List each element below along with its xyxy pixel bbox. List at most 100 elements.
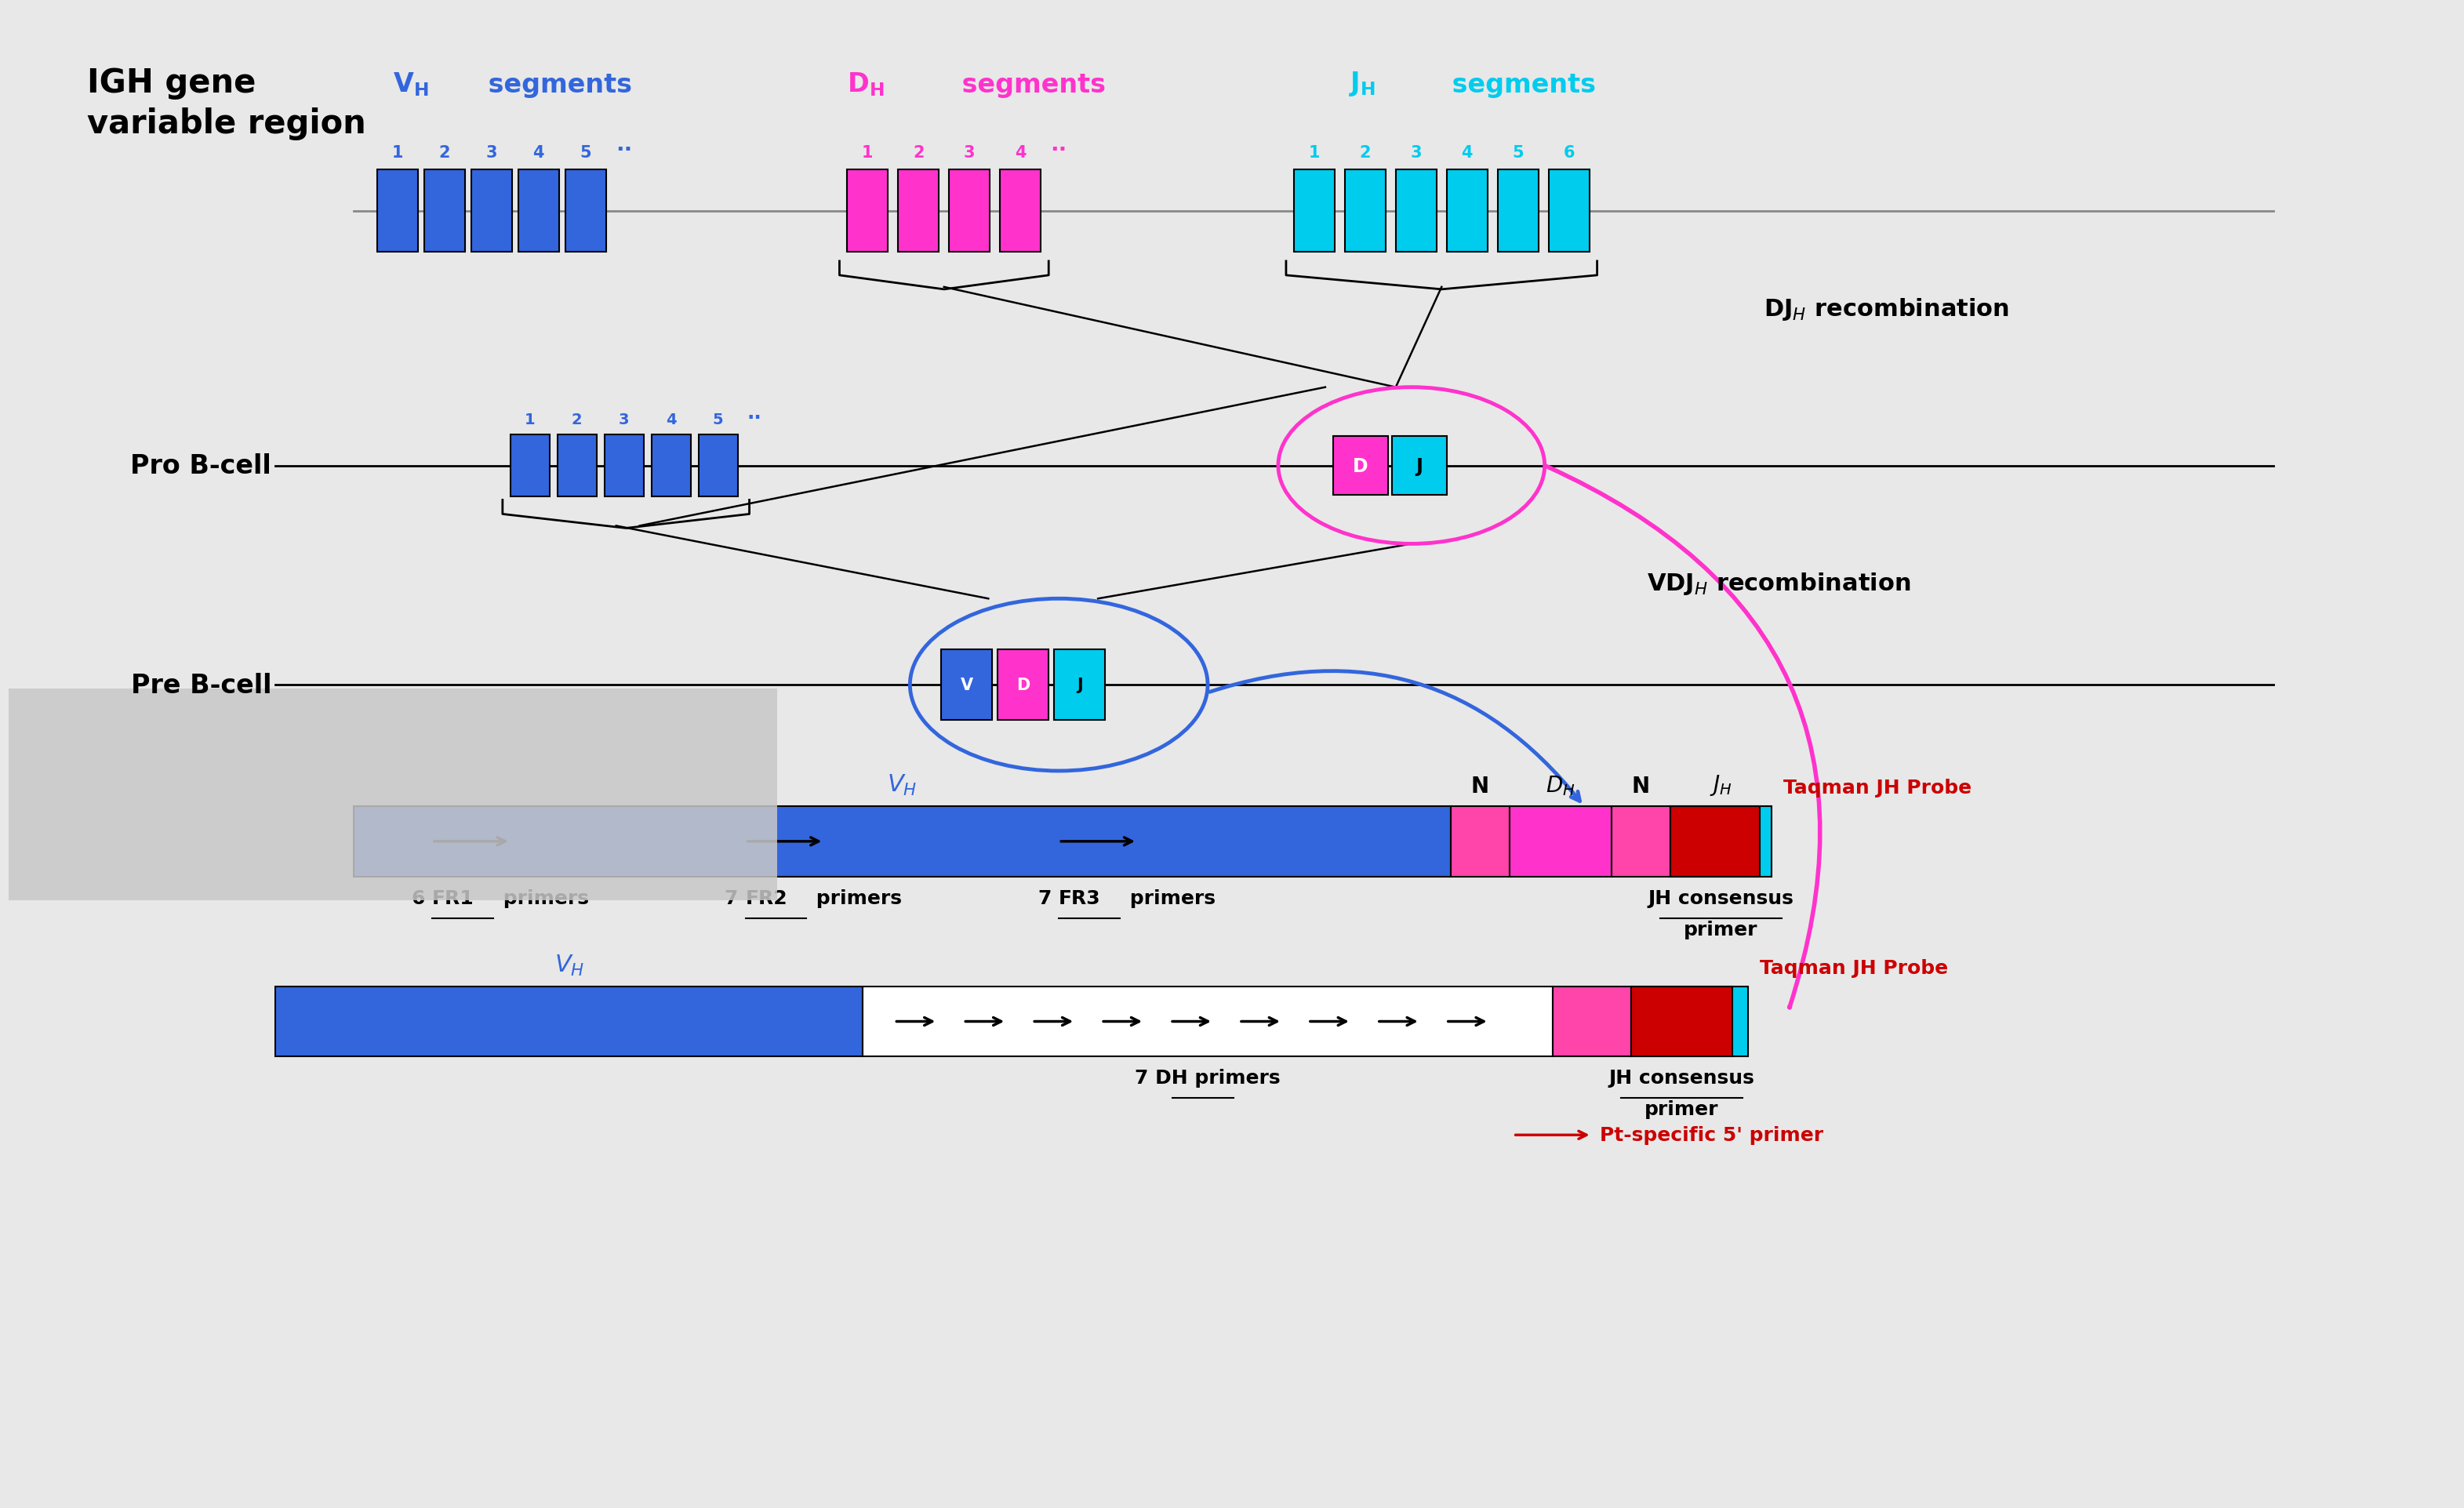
Text: 2: 2 [439, 145, 451, 161]
Text: $\mathbf{J_H}$: $\mathbf{J_H}$ [1348, 69, 1375, 98]
Text: N: N [1631, 775, 1651, 798]
Bar [1333, 436, 1387, 496]
Text: 2: 2 [572, 412, 582, 427]
Bar [377, 170, 419, 252]
Text: J: J [1077, 677, 1082, 694]
Text: $D_H$: $D_H$ [1545, 774, 1574, 798]
Bar [998, 650, 1050, 721]
Bar [1294, 170, 1335, 252]
Text: $V_H$: $V_H$ [554, 953, 584, 977]
Bar [941, 650, 993, 721]
Text: FR1: FR1 [431, 888, 473, 908]
Text: segments: segments [478, 72, 631, 98]
Text: DJ$_H$ recombination: DJ$_H$ recombination [1764, 297, 2008, 323]
Text: Pt-specific 5' primer: Pt-specific 5' primer [1599, 1126, 1823, 1145]
Bar [564, 170, 606, 252]
Text: primer: primer [1683, 920, 1757, 939]
Text: Pre B-cell: Pre B-cell [131, 673, 271, 698]
Bar [1446, 170, 1488, 252]
Text: 5: 5 [579, 145, 591, 161]
Text: 2: 2 [1360, 145, 1370, 161]
Bar [1631, 986, 1749, 1057]
Bar [1498, 170, 1538, 252]
Bar [510, 434, 549, 498]
Bar [557, 434, 596, 498]
Bar [1611, 807, 1671, 876]
Text: 1: 1 [392, 145, 404, 161]
Bar [848, 170, 887, 252]
Text: 7 DH primers: 7 DH primers [1136, 1069, 1281, 1087]
Text: 4: 4 [532, 145, 545, 161]
FancyArrowPatch shape [1547, 467, 1821, 1007]
Bar [1392, 436, 1446, 496]
Text: FR3: FR3 [1060, 888, 1101, 908]
Text: ··: ·· [1050, 139, 1067, 161]
Text: 7: 7 [724, 888, 747, 908]
Text: Taqman JH Probe: Taqman JH Probe [1759, 958, 1949, 977]
Bar [424, 170, 466, 252]
Text: 4: 4 [1015, 145, 1025, 161]
Text: 5: 5 [712, 412, 724, 427]
Text: V: V [961, 677, 973, 694]
Text: 4: 4 [665, 412, 675, 427]
Text: primer: primer [1643, 1099, 1720, 1119]
Bar [1631, 986, 1732, 1057]
Text: D: D [1353, 457, 1368, 475]
Text: D: D [1018, 677, 1030, 694]
Text: 4: 4 [1461, 145, 1473, 161]
Text: FR2: FR2 [747, 888, 788, 908]
Text: ··: ·· [747, 409, 761, 427]
Text: 1: 1 [1308, 145, 1321, 161]
Text: $\mathbf{D_H}$: $\mathbf{D_H}$ [848, 71, 885, 98]
Text: 5: 5 [1513, 145, 1523, 161]
Text: 3: 3 [963, 145, 976, 161]
Text: 1: 1 [862, 145, 872, 161]
Bar [355, 807, 1451, 876]
Text: primers: primers [1124, 888, 1215, 908]
Text: primers: primers [495, 888, 589, 908]
Bar [1395, 170, 1437, 252]
Text: ··: ·· [616, 139, 633, 161]
Text: 2: 2 [912, 145, 924, 161]
Bar [517, 170, 559, 252]
Bar [1345, 170, 1385, 252]
Bar [650, 434, 690, 498]
Bar [276, 986, 862, 1057]
Text: N: N [1471, 775, 1488, 798]
Text: segments: segments [1444, 72, 1597, 98]
Bar [604, 434, 643, 498]
Bar [1552, 986, 1631, 1057]
Text: primers: primers [811, 888, 902, 908]
Text: Taqman JH Probe: Taqman JH Probe [1784, 778, 1971, 798]
Text: 3: 3 [1409, 145, 1422, 161]
Text: Pro B-cell: Pro B-cell [131, 452, 271, 480]
Text: 6: 6 [411, 888, 431, 908]
Bar [949, 170, 991, 252]
Bar [697, 434, 737, 498]
Bar [1510, 807, 1611, 876]
Bar [1451, 807, 1510, 876]
Text: $J_H$: $J_H$ [1710, 772, 1732, 798]
Text: 3: 3 [485, 145, 498, 161]
Text: JH consensus: JH consensus [1609, 1069, 1754, 1087]
Bar [10, 689, 776, 900]
Text: 1: 1 [525, 412, 535, 427]
Bar [862, 986, 1552, 1057]
Text: 7: 7 [1037, 888, 1060, 908]
Bar [1671, 807, 1772, 876]
Bar [471, 170, 513, 252]
Text: 3: 3 [618, 412, 628, 427]
Text: VDJ$_H$ recombination: VDJ$_H$ recombination [1646, 570, 1910, 596]
Bar [1671, 807, 1759, 876]
Bar [899, 170, 939, 252]
Text: IGH gene
variable region: IGH gene variable region [86, 66, 367, 140]
Bar [1000, 170, 1040, 252]
Text: JH consensus: JH consensus [1648, 888, 1794, 908]
Text: $\mathbf{V_H}$: $\mathbf{V_H}$ [392, 71, 429, 98]
Bar [1055, 650, 1104, 721]
Text: segments: segments [954, 72, 1106, 98]
Bar [1547, 170, 1589, 252]
Text: J: J [1417, 457, 1422, 475]
Text: 6: 6 [1562, 145, 1574, 161]
Text: $V_H$: $V_H$ [887, 772, 917, 798]
